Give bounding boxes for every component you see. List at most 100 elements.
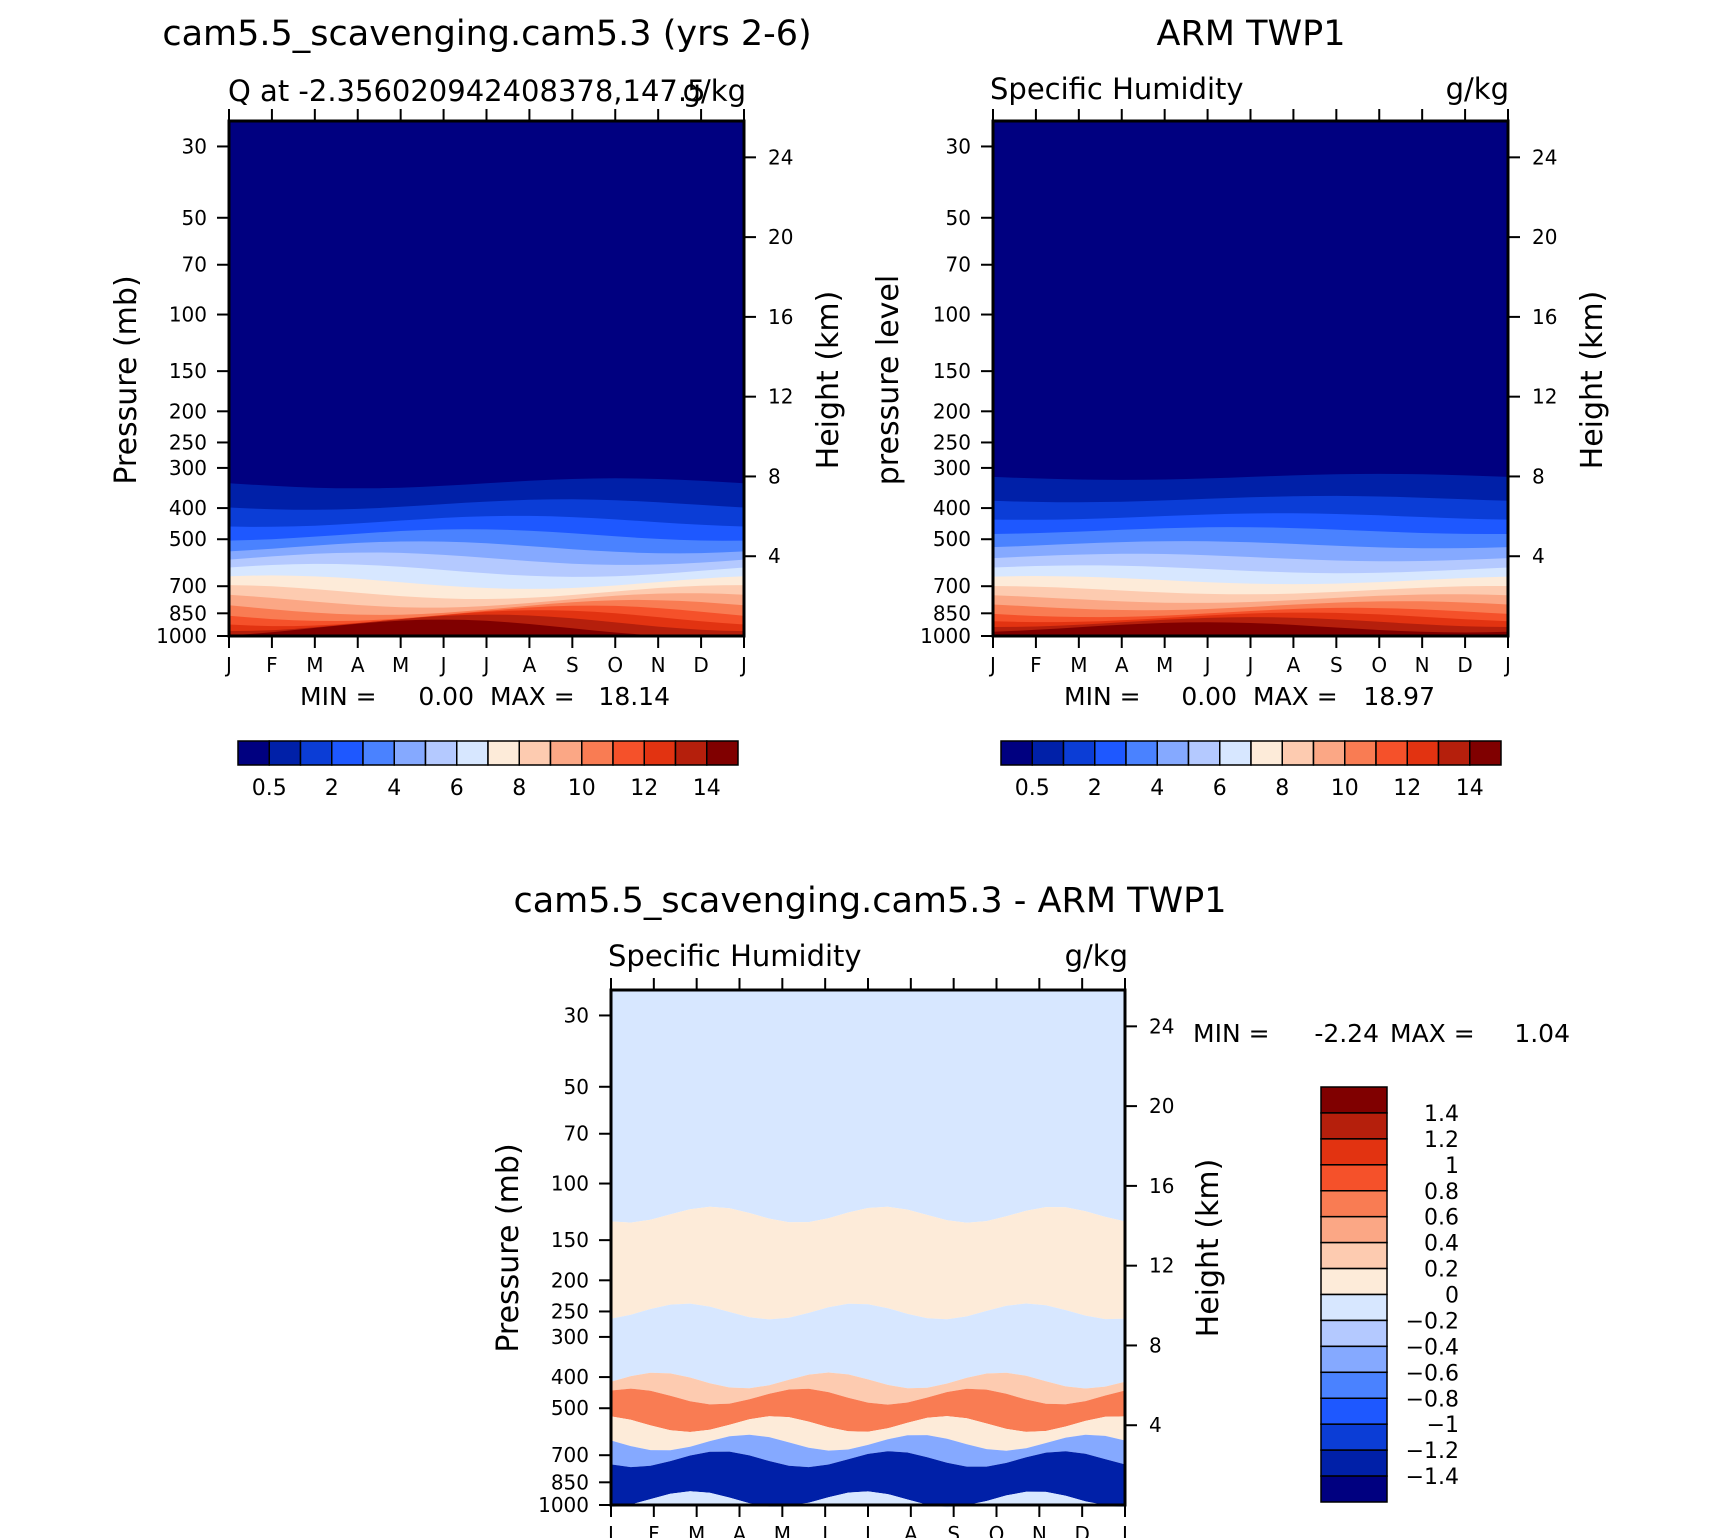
colorbar-cell [1320, 1475, 1388, 1503]
pressure-tick-label: 100 [551, 1172, 589, 1196]
pressure-tick-label: 400 [551, 1365, 589, 1389]
x-tick-label: N [1032, 1522, 1047, 1538]
panel-diff-title: cam5.5_scavenging.cam5.3 - ARM TWP1 [513, 881, 1226, 921]
x-tick-label: A [1115, 653, 1129, 677]
field-band [611, 1491, 1125, 1508]
pressure-tick-label: 1000 [538, 1493, 589, 1517]
colorbar-label: 8 [1275, 776, 1289, 801]
colorbar-cell [1320, 1267, 1388, 1296]
colorbar-cell [1062, 740, 1096, 766]
pressure-tick-label: 150 [551, 1228, 589, 1252]
colorbar-label: −0.6 [1406, 1361, 1459, 1386]
colorbar-cell [1320, 1164, 1388, 1192]
colorbar-label: 8 [512, 776, 526, 801]
panel-model-units: g/kg [683, 74, 746, 108]
panel-obs-max-label: MAX = [1253, 682, 1338, 711]
x-tick-label: J [224, 653, 232, 677]
colorbar-label: −0.2 [1406, 1309, 1459, 1334]
x-tick-label: A [904, 1522, 918, 1538]
panel-model-left-axis-label: Pressure (mb) [109, 275, 144, 484]
colorbar-cell [549, 740, 583, 766]
colorbar-label: 10 [1331, 776, 1359, 801]
pressure-tick-label: 700 [551, 1443, 589, 1467]
pressure-tick-label: 50 [182, 206, 207, 230]
pressure-tick-label: 850 [169, 601, 207, 625]
height-tick-label: 20 [1532, 225, 1557, 249]
x-tick-label: F [266, 653, 278, 677]
panel-model-max-label: MAX = [490, 682, 575, 711]
x-tick-label: J [863, 1522, 871, 1538]
x-tick-label: D [1457, 653, 1472, 677]
pressure-tick-label: 250 [551, 1299, 589, 1323]
field-band [611, 1434, 1125, 1468]
panel-obs-right-axis-label: Height (km) [1575, 291, 1610, 470]
panel-diff-max-label: MAX = [1390, 1019, 1475, 1048]
colorbar-cell [1320, 1293, 1388, 1322]
pressure-tick-label: 300 [169, 456, 207, 480]
colorbar-cell [1320, 1319, 1388, 1348]
pressure-tick-label: 850 [933, 601, 971, 625]
panel-diff: cam5.5_scavenging.cam5.3 - ARM TWP1 Spec… [491, 881, 1570, 1538]
pressure-tick-label: 200 [551, 1268, 589, 1292]
colorbar-cell [1320, 1423, 1388, 1451]
panel-model-min-value: 0.00 [418, 682, 474, 711]
pressure-tick-label: 400 [169, 496, 207, 520]
x-tick-label: J [1203, 653, 1211, 677]
colorbar-cell [299, 740, 333, 766]
panel-diff-min-label: MIN = [1193, 1019, 1270, 1048]
colorbar-label: 12 [630, 776, 658, 801]
pressure-tick-label: 500 [933, 527, 971, 551]
field-band [611, 990, 1125, 1223]
pressure-tick-label: 300 [933, 456, 971, 480]
panel-model: cam5.5_scavenging.cam5.3 (yrs 2-6) Q at … [109, 14, 846, 801]
colorbar-cell [424, 740, 458, 766]
colorbar-cell [1125, 740, 1158, 766]
pressure-tick-label: 1000 [920, 624, 971, 648]
x-tick-label: M [1156, 653, 1173, 677]
colorbar-cell [1320, 1371, 1388, 1399]
colorbar-cell [1000, 740, 1033, 766]
colorbar-label: 12 [1393, 776, 1421, 801]
x-tick-label: F [1030, 653, 1042, 677]
x-tick-label: D [693, 653, 708, 677]
colorbar-label: 10 [568, 776, 596, 801]
x-tick-label: A [1287, 653, 1301, 677]
colorbar-cell [1320, 1112, 1388, 1140]
colorbar-cell [1312, 740, 1346, 766]
pressure-tick-label: 100 [169, 303, 207, 327]
colorbar-cell [1320, 1138, 1388, 1166]
colorbar-label: 14 [1456, 776, 1484, 801]
height-tick-label: 24 [768, 145, 793, 169]
height-tick-label: 8 [1149, 1333, 1162, 1357]
panel-model-colorbar: 0.5 2 4 6 8 10 12 14 [237, 740, 739, 801]
pressure-tick-label: 100 [933, 303, 971, 327]
x-tick-label: J [439, 653, 447, 677]
colorbar-label: 4 [387, 776, 401, 801]
x-tick-label: A [523, 653, 537, 677]
height-tick-label: 4 [1532, 544, 1545, 568]
colorbar-cell [1281, 740, 1315, 766]
pressure-tick-label: 30 [946, 134, 971, 158]
height-tick-label: 20 [768, 225, 793, 249]
colorbar-cell [581, 740, 614, 766]
pressure-tick-label: 300 [551, 1325, 589, 1349]
pressure-tick-label: 70 [564, 1122, 589, 1146]
colorbar-label: 2 [1088, 776, 1102, 801]
colorbar-cell [362, 740, 395, 766]
colorbar-cell [487, 740, 520, 766]
panel-diff-field [611, 990, 1125, 1508]
panel-obs-title: ARM TWP1 [1157, 14, 1346, 54]
field-band [611, 1372, 1125, 1405]
colorbar-cell [643, 740, 677, 766]
pressure-tick-label: 400 [933, 496, 971, 520]
x-tick-label: M [306, 653, 323, 677]
field-band [611, 1388, 1125, 1432]
x-tick-label: M [1070, 653, 1087, 677]
pressure-tick-label: 50 [946, 206, 971, 230]
pressure-tick-label: 150 [169, 359, 207, 383]
pressure-tick-label: 1000 [156, 624, 207, 648]
colorbar-label: 1.4 [1424, 1102, 1459, 1127]
colorbar-label: 0 [1445, 1284, 1459, 1309]
field-band [993, 622, 1508, 636]
